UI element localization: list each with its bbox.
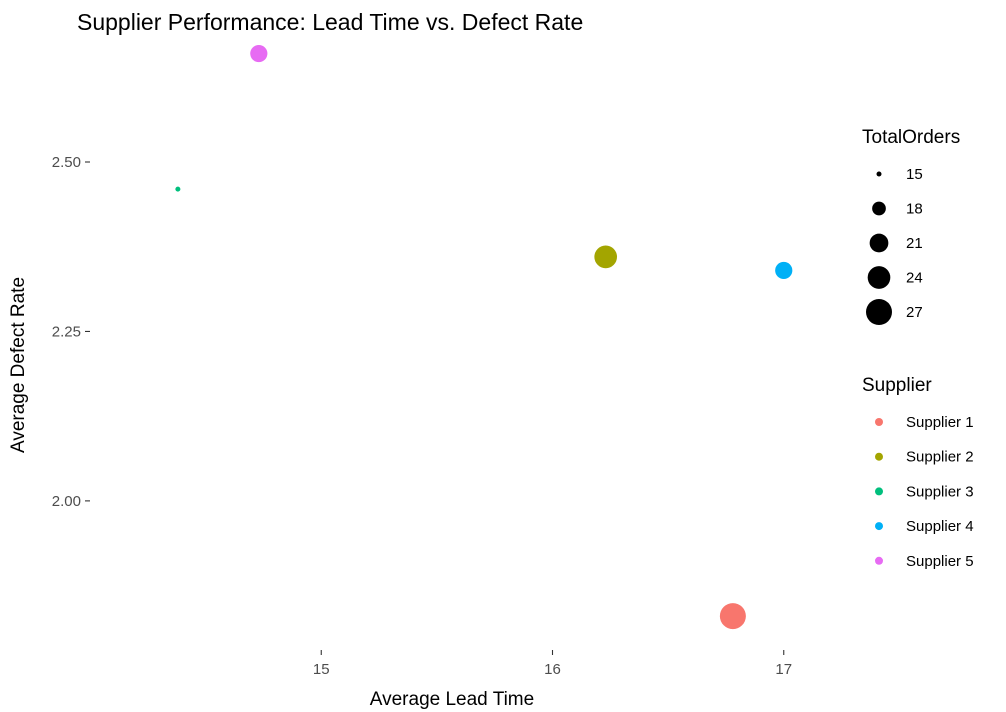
size-legend-key: [869, 233, 889, 253]
color-legend-key: [875, 556, 883, 565]
color-legend-key: [875, 487, 883, 496]
data-point: [775, 261, 793, 280]
color-legend-key: [875, 522, 883, 531]
color-legend-label: Supplier 4: [906, 518, 974, 535]
size-legend-label: 27: [906, 304, 923, 321]
x-axis: 15 16 17: [313, 650, 792, 678]
data-points: [175, 44, 793, 630]
color-legend-key: [875, 452, 883, 461]
size-legend-key: [872, 201, 886, 216]
x-tick-label: 16: [544, 661, 561, 678]
chart-title: Supplier Performance: Lead Time vs. Defe…: [77, 9, 583, 35]
size-legend-label: 21: [906, 235, 923, 252]
size-legend-title: TotalOrders: [862, 127, 960, 148]
y-tick-label: 2.25: [52, 323, 81, 340]
x-tick-label: 17: [775, 661, 792, 678]
x-tick-label: 15: [313, 661, 330, 678]
size-legend: TotalOrders 15 18 21 24 27: [862, 127, 960, 325]
data-point: [594, 245, 618, 269]
size-legend-label: 18: [906, 201, 923, 218]
size-legend-key: [867, 266, 891, 289]
size-legend-label: 15: [906, 166, 923, 183]
color-legend-label: Supplier 5: [906, 553, 974, 570]
data-point: [250, 44, 268, 63]
size-legend-key: [866, 299, 892, 325]
color-legend-title: Supplier: [862, 375, 932, 396]
color-legend-key: [875, 418, 883, 426]
y-tick-label: 2.50: [52, 154, 81, 171]
size-legend-label: 24: [906, 270, 923, 287]
x-axis-title: Average Lead Time: [370, 689, 534, 710]
color-legend-label: Supplier 1: [906, 414, 974, 431]
data-point: [175, 186, 181, 192]
y-axis: 2.00 2.25 2.50: [52, 154, 90, 510]
color-legend-label: Supplier 3: [906, 483, 974, 500]
color-legend-label: Supplier 2: [906, 449, 974, 466]
y-tick-label: 2.00: [52, 493, 81, 510]
color-legend: Supplier Supplier 1 Supplier 2 Supplier 3 S…: [862, 375, 974, 570]
y-axis-title: Average Defect Rate: [8, 277, 29, 453]
size-legend-key: [876, 171, 882, 177]
data-point: [719, 603, 746, 630]
